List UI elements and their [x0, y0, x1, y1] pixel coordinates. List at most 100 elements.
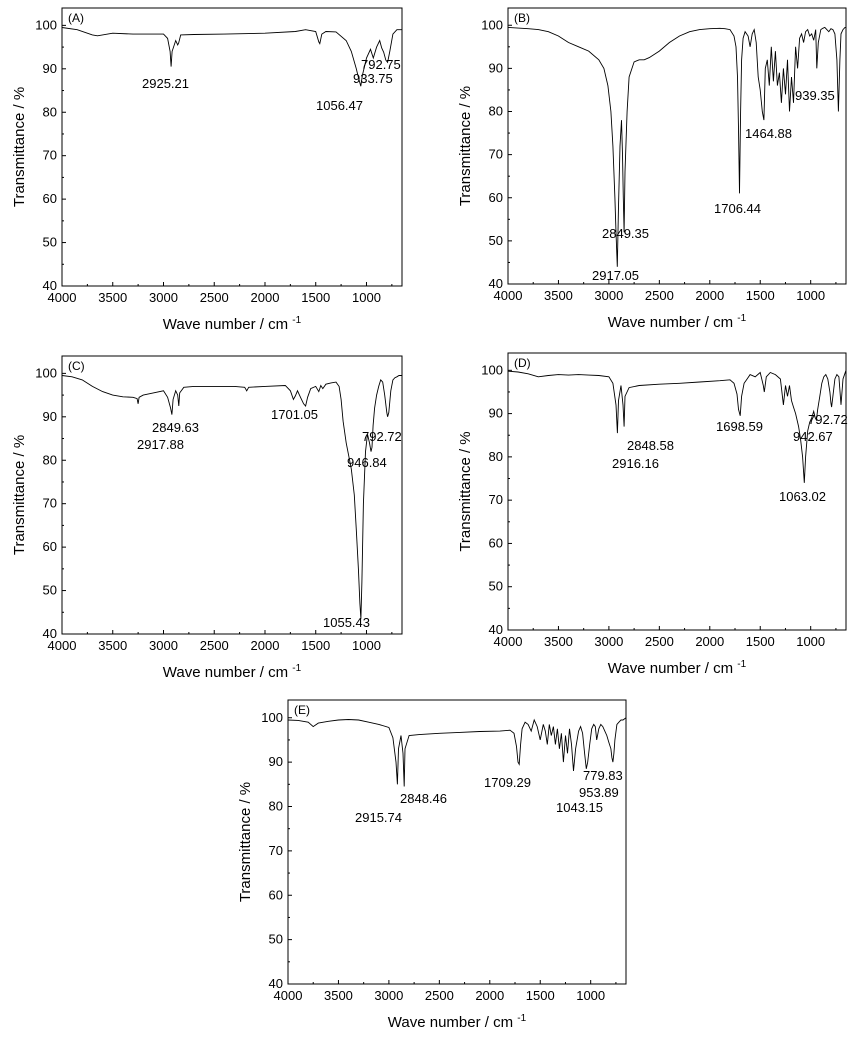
x-tick-label: 2500 — [200, 638, 229, 653]
y-tick-label: 80 — [269, 799, 283, 814]
y-axis-title: Transmittance / % — [457, 86, 474, 206]
spectrum-line — [61, 375, 402, 619]
x-tick-label: 4000 — [274, 988, 303, 1003]
x-tick-label: 1500 — [746, 634, 775, 649]
panel-b: 4000 3500 3000 2500 2000 1500 1000 40 50 60 70 80 90… — [457, 7, 847, 331]
x-tick-label: 1000 — [796, 634, 825, 649]
peak-label: 1063.02 — [779, 489, 826, 504]
panel-e: 4000 3500 3000 2500 2000 1500 1000 40 50 60 70 80 90… — [237, 699, 627, 1031]
x-tick-label: 1000 — [352, 638, 381, 653]
x-tick-label: 3000 — [149, 638, 178, 653]
peak-label: 2848.58 — [627, 438, 674, 453]
y-tick-label: 80 — [43, 104, 57, 119]
y-tick-label: 90 — [489, 60, 503, 75]
y-tick-label: 80 — [489, 104, 503, 119]
x-axis-title: Wave number / cm -1 — [608, 313, 747, 331]
y-axis-title: Transmittance / % — [237, 782, 254, 902]
y-tick-label: 70 — [489, 492, 503, 507]
x-tick-label: 4000 — [48, 638, 77, 653]
y-tick-label: 50 — [489, 233, 503, 248]
y-tick-label: 70 — [43, 496, 57, 511]
panel-c: 4000 3500 3000 2500 2000 1500 1000 40 50 60 70 80 90… — [11, 355, 403, 681]
spectrum-line — [507, 370, 847, 483]
peak-label: 2925.21 — [142, 76, 189, 91]
x-tick-label: 4000 — [48, 290, 77, 305]
x-tick-label: 2500 — [200, 290, 229, 305]
y-tick-label: 50 — [43, 235, 57, 250]
x-axis-title: Wave number / cm -1 — [163, 663, 302, 681]
y-tick-label: 40 — [43, 278, 57, 293]
peak-label: 1701.05 — [271, 407, 318, 422]
x-tick-label: 1000 — [352, 290, 381, 305]
panel-d: 4000 3500 3000 2500 2000 1500 1000 40 50 60 70 80 90… — [457, 352, 848, 677]
spectrum-line — [507, 26, 846, 267]
y-tick-label: 100 — [481, 17, 503, 32]
peak-label: 2848.46 — [400, 791, 447, 806]
x-tick-label: 1500 — [746, 288, 775, 303]
y-tick-label: 50 — [489, 579, 503, 594]
y-tick-label: 70 — [269, 843, 283, 858]
x-tick-label: 2000 — [251, 638, 280, 653]
peak-label: 792.72 — [362, 429, 402, 444]
plot-frame — [507, 7, 847, 285]
y-axis-title: Transmittance / % — [11, 435, 28, 555]
panel-label: (B) — [514, 11, 530, 25]
peak-label: 792.72 — [808, 412, 848, 427]
peak-label: 779.83 — [583, 768, 623, 783]
x-tick-label: 4000 — [494, 634, 523, 649]
x-tick-label: 3000 — [594, 288, 623, 303]
peak-label: 2849.63 — [152, 420, 199, 435]
peak-label: 1706.44 — [714, 201, 761, 216]
peak-label: 1043.15 — [556, 800, 603, 815]
x-axis-title: Wave number / cm -1 — [163, 315, 302, 333]
x-tick-label: 3000 — [594, 634, 623, 649]
x-tick-label: 2000 — [475, 988, 504, 1003]
peak-label: 2916.16 — [612, 456, 659, 471]
y-tick-label: 90 — [489, 406, 503, 421]
x-tick-label: 2500 — [425, 988, 454, 1003]
panel-a: 4000 3500 3000 2500 2000 1500 1000 40 50 60 70 80 90… — [11, 7, 403, 333]
y-tick-label: 60 — [269, 887, 283, 902]
x-tick-label: 3500 — [98, 638, 127, 653]
y-tick-label: 40 — [269, 976, 283, 991]
plot-frame — [61, 7, 403, 287]
x-tick-label: 3500 — [324, 988, 353, 1003]
y-tick-label: 40 — [489, 276, 503, 291]
y-axis-title: Transmittance / % — [457, 431, 474, 551]
x-tick-label: 1500 — [301, 290, 330, 305]
peak-label: 2917.05 — [592, 268, 639, 283]
peak-label: 939.35 — [795, 88, 835, 103]
y-tick-label: 40 — [489, 622, 503, 637]
x-tick-label: 2500 — [645, 288, 674, 303]
panel-label: (D) — [514, 356, 531, 370]
x-tick-label: 2000 — [251, 290, 280, 305]
y-tick-label: 70 — [489, 147, 503, 162]
y-tick-label: 80 — [43, 452, 57, 467]
y-tick-label: 100 — [35, 365, 57, 380]
y-tick-label: 90 — [269, 754, 283, 769]
peak-label: 2917.88 — [137, 437, 184, 452]
x-tick-label: 1000 — [576, 988, 605, 1003]
x-tick-label: 2000 — [695, 288, 724, 303]
x-axis-title: Wave number / cm -1 — [388, 1013, 527, 1031]
peak-label: 953.89 — [579, 785, 619, 800]
peak-label: 942.67 — [793, 429, 833, 444]
y-tick-label: 50 — [43, 583, 57, 598]
y-tick-label: 70 — [43, 148, 57, 163]
y-tick-label: 60 — [489, 190, 503, 205]
peak-label: 1055.43 — [323, 615, 370, 630]
y-tick-label: 100 — [261, 710, 283, 725]
peak-label: 946.84 — [347, 455, 387, 470]
peak-label: 1698.59 — [716, 419, 763, 434]
peak-label: 1464.88 — [745, 126, 792, 141]
y-tick-label: 60 — [43, 191, 57, 206]
x-tick-label: 3500 — [544, 634, 573, 649]
x-tick-label: 3500 — [98, 290, 127, 305]
y-tick-label: 80 — [489, 449, 503, 464]
plot-frame — [507, 352, 847, 631]
y-tick-label: 90 — [43, 409, 57, 424]
spectrum-line — [287, 717, 627, 787]
peak-label: 1056.47 — [316, 98, 363, 113]
panel-label: (A) — [68, 11, 84, 25]
